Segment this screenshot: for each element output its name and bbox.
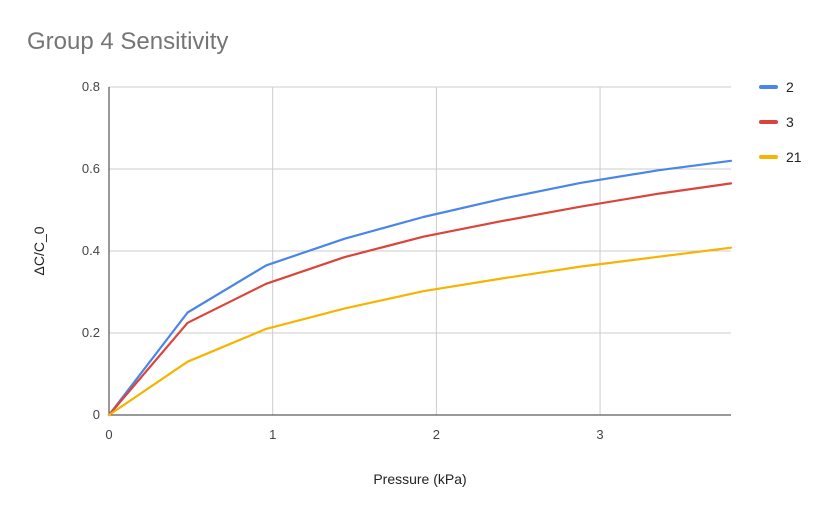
series-line-2 — [107, 159, 733, 417]
legend-label-3: 3 — [786, 114, 794, 130]
legend-label-2: 2 — [786, 79, 794, 95]
legend-label-21: 21 — [786, 149, 802, 165]
y-tick-label: 0.2 — [82, 325, 100, 340]
x-tick-label: 1 — [269, 427, 276, 442]
x-tick-label: 0 — [105, 427, 112, 442]
y-tick-label: 0.6 — [82, 161, 100, 176]
axes — [108, 87, 731, 416]
tick-labels: 0 0.2 0.4 0.6 0.8 0 1 2 3 — [82, 79, 604, 442]
series-line-3 — [107, 182, 733, 417]
y-tick-label: 0.4 — [82, 243, 100, 258]
chart-title: Group 4 Sensitivity — [27, 28, 229, 55]
gridlines — [109, 86, 731, 415]
legend: 2 3 21 — [759, 79, 802, 165]
x-axis-title: Pressure (kPa) — [373, 471, 466, 487]
y-tick-label: 0.8 — [82, 79, 100, 94]
series-line-21 — [107, 246, 733, 417]
series-lines — [107, 159, 733, 417]
y-axis-title: ΔC/C_0 — [31, 226, 47, 275]
x-tick-label: 2 — [433, 427, 440, 442]
y-tick-label: 0 — [93, 407, 100, 422]
x-tick-label: 3 — [596, 427, 603, 442]
